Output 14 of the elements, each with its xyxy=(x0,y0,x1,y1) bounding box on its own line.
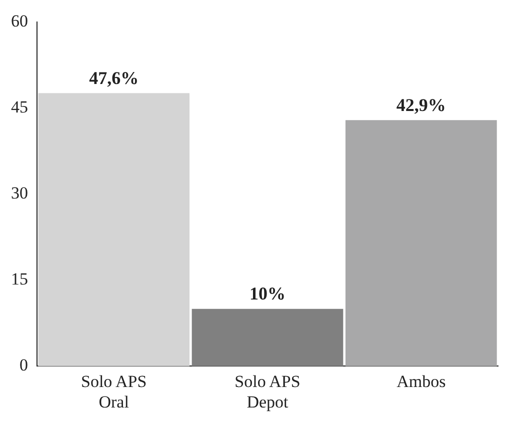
y-tick-label: 60 xyxy=(11,11,28,30)
x-tick-label: Solo APS Depot xyxy=(234,372,300,412)
y-tick-label: 45 xyxy=(11,98,28,117)
data-label: 10% xyxy=(250,283,286,304)
y-tick-label: 0 xyxy=(20,356,28,375)
y-tick-label: 15 xyxy=(11,270,28,289)
y-tick-label: 30 xyxy=(11,184,28,203)
x-tick-label: Solo APS Oral xyxy=(80,372,147,412)
data-label: 42,9% xyxy=(396,94,446,115)
bar xyxy=(345,120,497,366)
bar xyxy=(38,93,190,366)
x-tick-label: Ambos xyxy=(396,372,446,391)
bar xyxy=(192,308,344,366)
data-label: 47,6% xyxy=(89,68,139,88)
